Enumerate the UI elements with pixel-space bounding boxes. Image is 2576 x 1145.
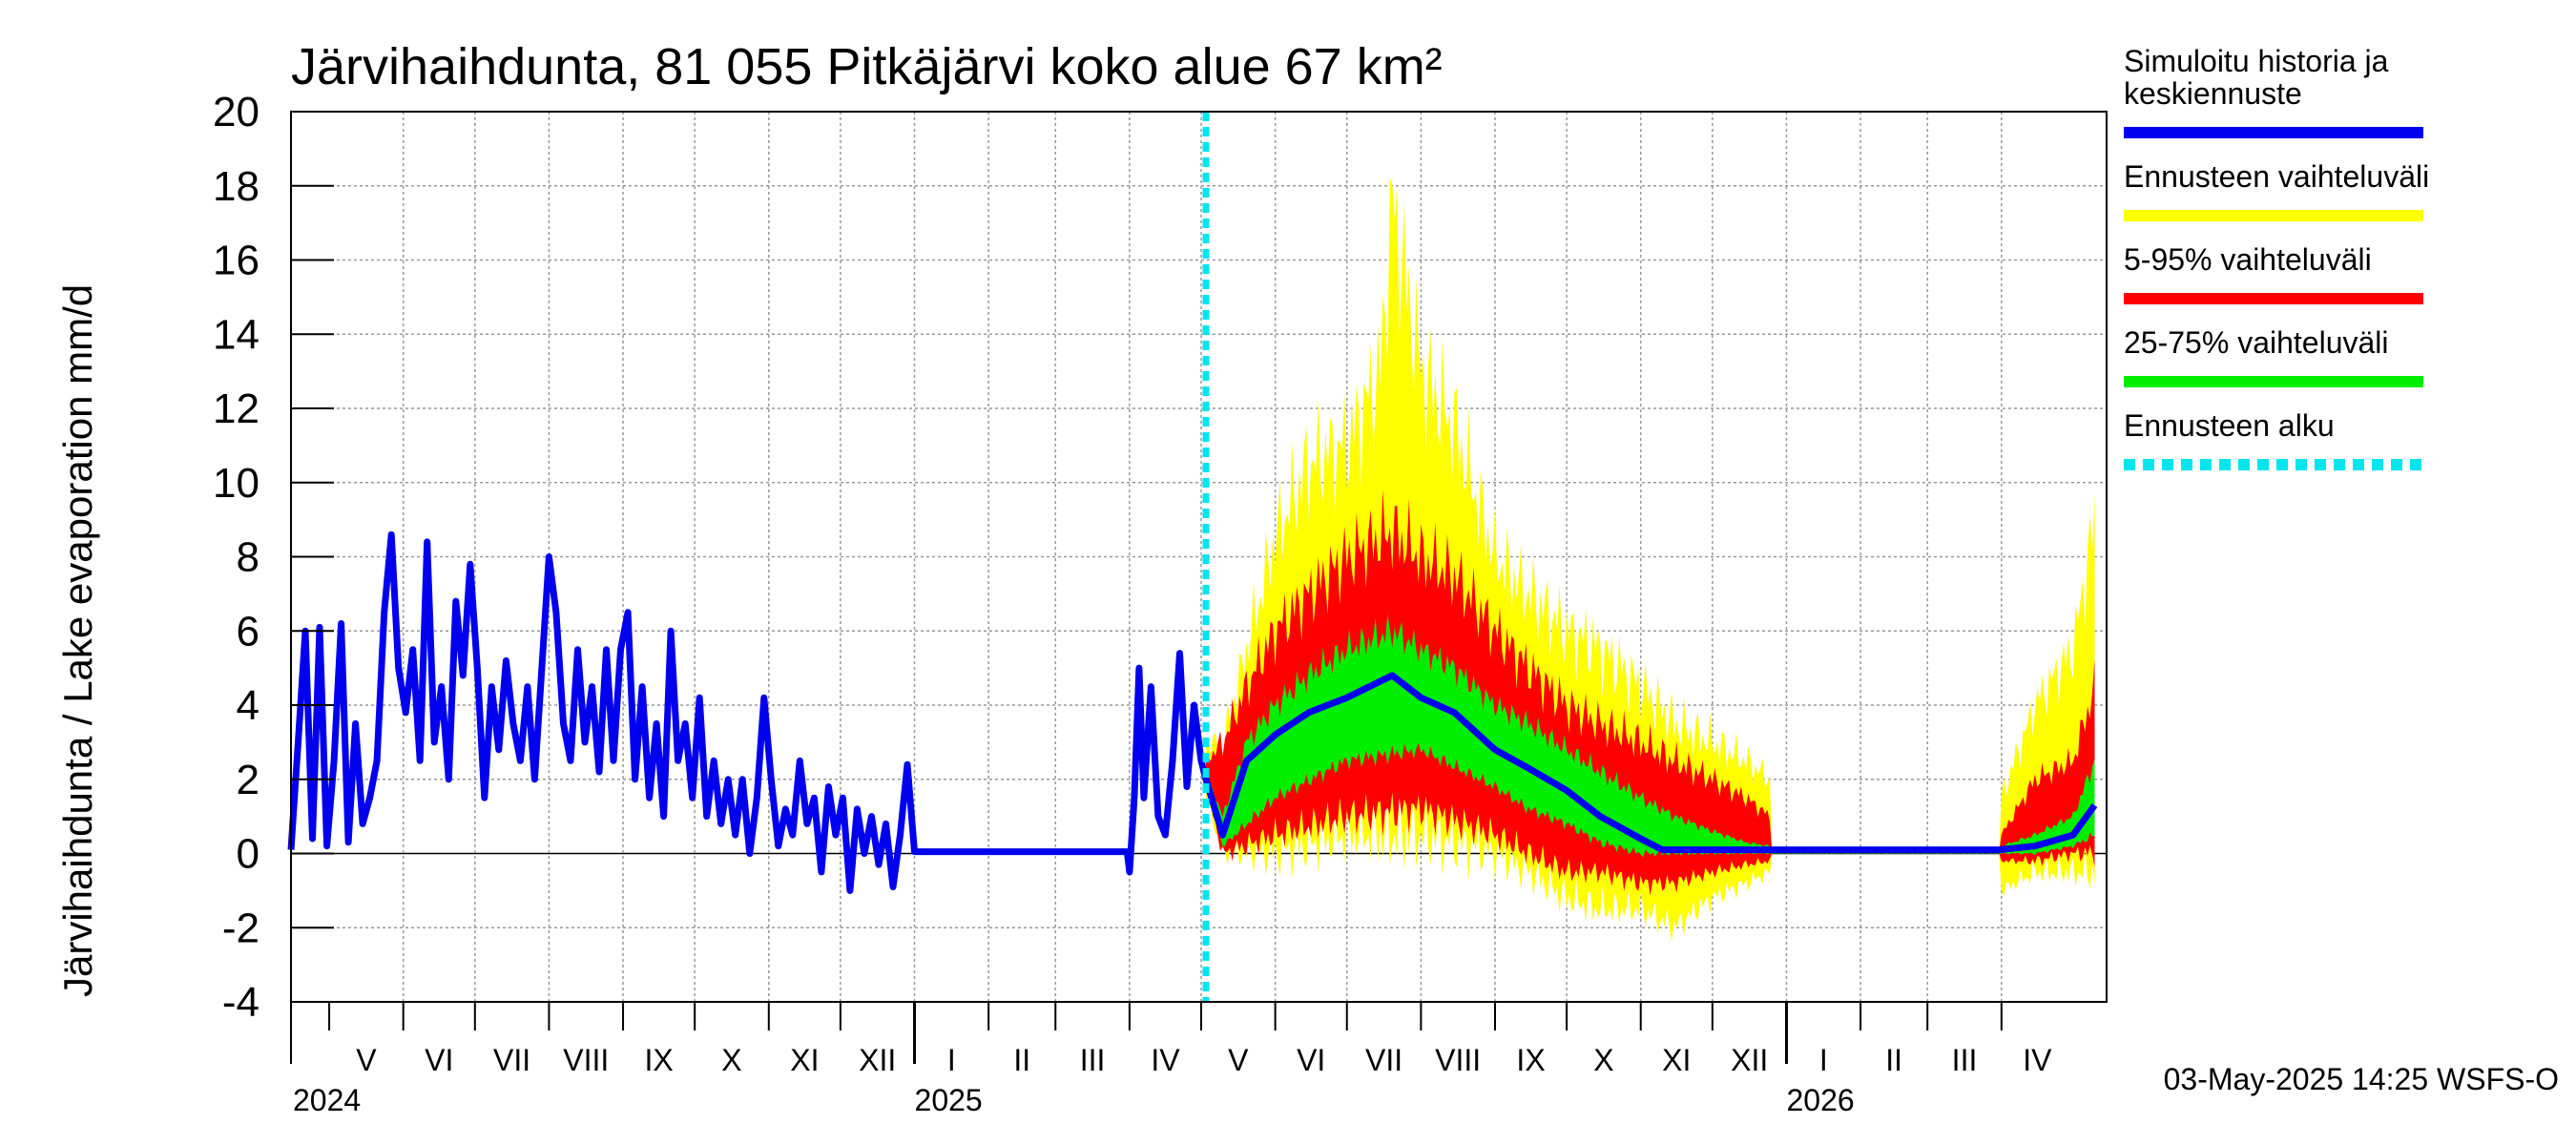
month-label: IV xyxy=(1151,1043,1180,1077)
y-tick-label: 10 xyxy=(213,460,260,507)
y-tick-label: 0 xyxy=(237,831,260,878)
month-label: IX xyxy=(1516,1043,1545,1077)
year-label: 2024 xyxy=(293,1083,361,1117)
history-line xyxy=(287,531,1210,894)
y-tick-label: 6 xyxy=(237,608,260,655)
month-label: XI xyxy=(790,1043,819,1077)
median-forecast-line xyxy=(1202,672,2098,854)
legend-label: Ennusteen vaihteluväli xyxy=(2124,159,2429,194)
axes xyxy=(290,111,2108,1064)
y-tick-label: 12 xyxy=(213,385,260,432)
timestamp-footer: 03-May-2025 14:25 WSFS-O xyxy=(2164,1062,2559,1096)
month-labels: V VI VII VIII IX X XI XII I II III IV V VI VII VIII IX X X… xyxy=(356,1043,2052,1077)
y-tick-label: 16 xyxy=(213,238,260,284)
month-label: I xyxy=(1819,1043,1828,1077)
month-label: VIII xyxy=(563,1043,609,1077)
month-label: II xyxy=(1885,1043,1902,1077)
month-label: V xyxy=(1228,1043,1249,1077)
legend-label: Ennusteen alku xyxy=(2124,408,2335,443)
month-label: IV xyxy=(2023,1043,2052,1077)
y-tick-label: -4 xyxy=(222,979,260,1026)
y-tick-label: -2 xyxy=(222,905,260,951)
month-label: XII xyxy=(859,1043,896,1077)
legend-label: keskiennuste xyxy=(2124,76,2302,111)
legend-label: Simuloitu historia ja xyxy=(2124,44,2389,78)
forecast-band xyxy=(1206,489,2095,896)
month-label: III xyxy=(1080,1043,1106,1077)
legend-label: 25-75% vaihteluväli xyxy=(2124,325,2389,360)
forecast-band xyxy=(1206,614,2095,858)
month-label: VI xyxy=(425,1043,453,1077)
month-label: VII xyxy=(493,1043,530,1077)
y-tick-label: 20 xyxy=(213,89,260,135)
plot-frame xyxy=(290,111,2108,1003)
y-tick-label: 8 xyxy=(237,534,260,581)
series-lines xyxy=(287,112,2098,1002)
month-label: VI xyxy=(1297,1043,1325,1077)
month-label: II xyxy=(1013,1043,1030,1077)
y-tick-label: 4 xyxy=(237,682,260,729)
y-axis-label: Järvihaihdunta / Lake evaporation mm/d xyxy=(55,284,100,997)
year-label: 2025 xyxy=(915,1083,983,1117)
chart-title: Järvihaihdunta, 81 055 Pitkäjärvi koko a… xyxy=(291,38,1443,95)
month-label: IX xyxy=(644,1043,673,1077)
month-label: I xyxy=(947,1043,956,1077)
month-label: XII xyxy=(1731,1043,1768,1077)
forecast-bands xyxy=(1206,178,2095,942)
month-label: XI xyxy=(1662,1043,1691,1077)
month-label: VII xyxy=(1365,1043,1402,1077)
y-tick-label: 18 xyxy=(213,163,260,210)
month-label: III xyxy=(1952,1043,1978,1077)
y-tick-label: 2 xyxy=(237,757,260,803)
month-label: V xyxy=(356,1043,377,1077)
month-label: X xyxy=(1593,1043,1613,1077)
month-label: X xyxy=(721,1043,741,1077)
year-label: 2026 xyxy=(1786,1083,1854,1117)
legend-label: 5-95% vaihteluväli xyxy=(2124,242,2372,277)
year-labels: 2024 2025 2026 xyxy=(293,1083,1855,1117)
y-tick-label: 14 xyxy=(213,311,260,358)
month-label: VIII xyxy=(1435,1043,1481,1077)
